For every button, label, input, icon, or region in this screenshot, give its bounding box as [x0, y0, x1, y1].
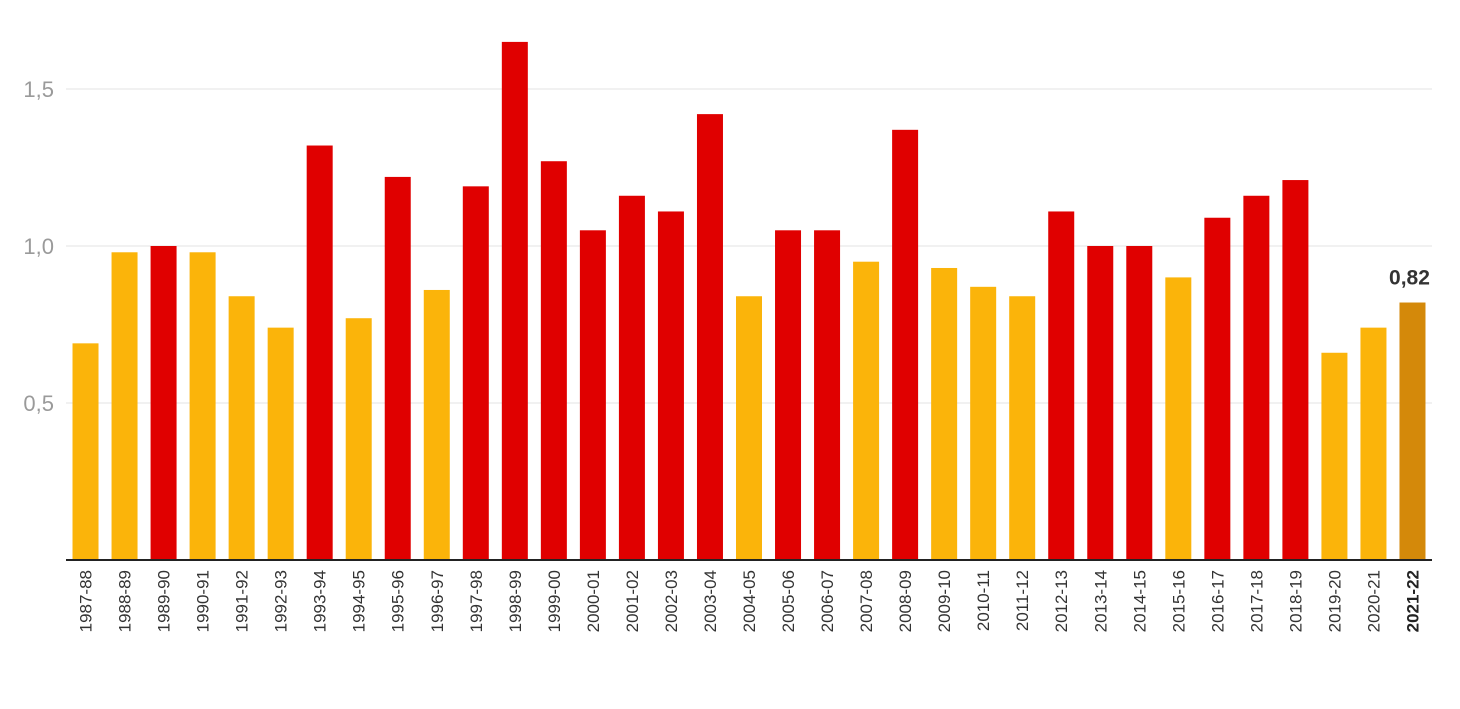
bar [931, 267, 958, 560]
y-tick-label: 1,5 [23, 77, 54, 102]
x-tick-label: 2011-12 [1013, 570, 1032, 631]
x-tick-label: 2002-03 [662, 570, 681, 632]
x-tick-label: 1997-98 [467, 570, 486, 632]
bar [1009, 296, 1036, 560]
bar [892, 129, 919, 560]
y-axis-tick-labels: 0,5 1,0 1,5 [23, 77, 54, 416]
bar [501, 41, 528, 560]
x-tick-label: 2009-10 [935, 570, 954, 632]
data-labels: 0,82 [1389, 267, 1430, 290]
bar [1360, 327, 1387, 560]
x-tick-label: 1996-97 [428, 570, 447, 632]
bar [814, 230, 841, 561]
x-tick-label: 1987-88 [77, 570, 96, 632]
x-tick-label: 2003-04 [701, 570, 720, 632]
bar [657, 211, 684, 560]
x-tick-label: 2018-19 [1286, 570, 1305, 632]
x-tick-label: 2016-17 [1208, 570, 1227, 632]
bars [72, 41, 1426, 561]
bar [1048, 211, 1075, 560]
bar [1282, 180, 1309, 560]
x-tick-label: 2012-13 [1052, 570, 1071, 632]
x-tick-label: 2015-16 [1169, 570, 1188, 632]
x-tick-label: 1991-92 [233, 570, 252, 632]
bar [1399, 302, 1426, 560]
bar [462, 186, 489, 560]
bar [1204, 217, 1231, 561]
x-tick-label: 2021-22 [1403, 570, 1422, 632]
bar [267, 327, 294, 560]
x-tick-label: 2000-01 [584, 570, 603, 632]
bar [1087, 246, 1114, 560]
x-tick-label: 2017-18 [1247, 570, 1266, 632]
bar [970, 286, 997, 560]
bar [618, 195, 645, 560]
y-tick-label: 1,0 [23, 234, 54, 259]
x-tick-label: 2004-05 [740, 570, 759, 632]
bar [384, 176, 411, 561]
x-tick-label: 1998-99 [506, 570, 525, 632]
x-tick-label: 1999-00 [545, 570, 564, 632]
x-tick-label: 1989-90 [155, 570, 174, 632]
x-tick-label: 2014-15 [1130, 570, 1149, 632]
x-tick-label: 2001-02 [623, 570, 642, 632]
x-tick-label: 2008-09 [896, 570, 915, 632]
x-tick-label: 2020-21 [1364, 570, 1383, 632]
x-tick-label: 2006-07 [818, 570, 837, 632]
y-tick-label: 0,5 [23, 391, 54, 416]
x-tick-label: 2019-20 [1325, 570, 1344, 632]
x-tick-label: 2013-14 [1091, 570, 1110, 632]
bar [853, 261, 880, 560]
bar [1165, 277, 1192, 560]
x-tick-label: 1992-93 [272, 570, 291, 632]
bar [423, 289, 450, 560]
x-tick-label: 2007-08 [857, 570, 876, 632]
bar [775, 230, 802, 561]
bar [696, 114, 723, 561]
bar [579, 230, 606, 561]
x-tick-label: 2005-06 [779, 570, 798, 632]
x-tick-label: 2010-11 [974, 570, 993, 631]
x-tick-label: 1993-94 [311, 570, 330, 632]
bar [228, 296, 255, 560]
bar [736, 296, 762, 560]
bar [72, 343, 99, 560]
x-tick-label: 1994-95 [350, 570, 369, 632]
bar [111, 252, 138, 560]
bar [150, 246, 177, 560]
data-label: 0,82 [1389, 267, 1430, 290]
bar [345, 318, 372, 560]
x-tick-label: 1995-96 [389, 570, 408, 632]
bar [1126, 246, 1153, 560]
bar [540, 161, 567, 560]
bar [1243, 195, 1270, 560]
x-tick-label: 1988-89 [116, 570, 135, 632]
bar [306, 145, 333, 560]
bar [1321, 352, 1348, 560]
bar [189, 252, 216, 560]
x-tick-label: 1990-91 [194, 570, 213, 632]
x-axis-tick-labels: 1987-88 1988-89 1989-90 1990-91 1991-92 1992-… [77, 570, 1423, 632]
